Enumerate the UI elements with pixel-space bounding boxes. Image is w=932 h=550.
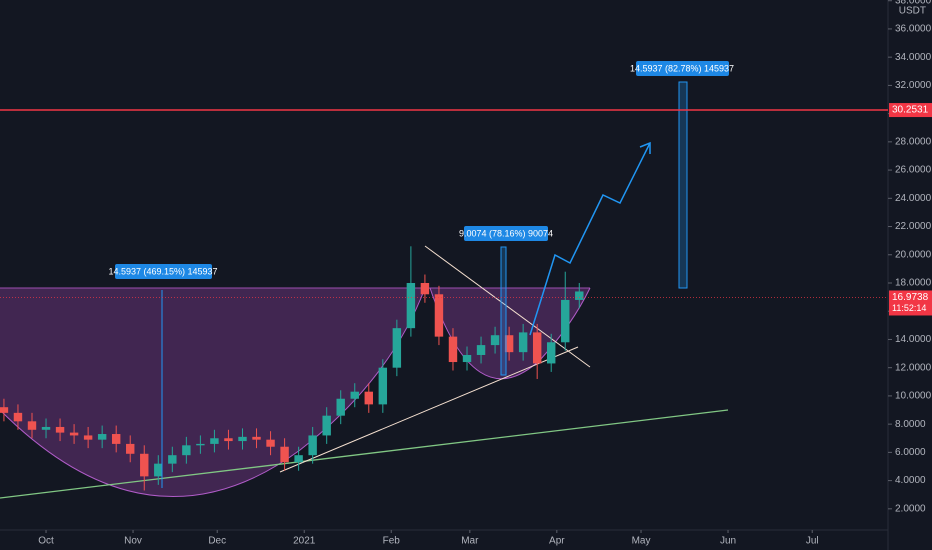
candle-body bbox=[238, 436, 247, 442]
x-tick-label: Mar bbox=[461, 536, 479, 547]
candle-body bbox=[308, 435, 317, 456]
y-tick-label: 18.0000 bbox=[895, 278, 932, 289]
support-line bbox=[0, 409, 729, 499]
x-tick-label: May bbox=[632, 536, 651, 547]
measure-label: 14.5937 (82.78%) 145937 bbox=[630, 63, 734, 73]
candle-body bbox=[294, 455, 303, 463]
label-box bbox=[115, 264, 212, 279]
candle-body bbox=[448, 336, 458, 363]
y-tick-label: 8.0000 bbox=[895, 419, 926, 430]
y-tick-label: 14.0000 bbox=[895, 334, 932, 345]
candle-body bbox=[336, 398, 345, 416]
candle-body bbox=[575, 291, 584, 300]
candle-body bbox=[504, 335, 514, 353]
arrow-head bbox=[639, 141, 651, 154]
candle-body bbox=[0, 407, 9, 413]
resistance-label: 30.2531 bbox=[892, 105, 929, 116]
y-tick-label: 6.0000 bbox=[895, 447, 926, 458]
y-tick-label: 32.0000 bbox=[895, 80, 932, 91]
y-tick-label: 4.0000 bbox=[895, 475, 926, 486]
candle-body bbox=[476, 345, 486, 355]
candle-body bbox=[111, 434, 121, 444]
measure-label: 9.0074 (78.16%) 90074 bbox=[459, 228, 553, 238]
measure-bar bbox=[500, 246, 507, 376]
candle-body bbox=[406, 282, 416, 329]
marks bbox=[0, 246, 584, 491]
x-tick-label: Jun bbox=[720, 536, 736, 547]
x-tick-label: Apr bbox=[549, 536, 565, 547]
candle-body bbox=[462, 354, 472, 363]
trend-line bbox=[279, 346, 579, 473]
candle-body bbox=[322, 415, 331, 436]
label-box bbox=[464, 226, 548, 241]
y-tick-label: 2.0000 bbox=[895, 503, 926, 514]
candle-body bbox=[210, 438, 219, 444]
y-tick-label: 38.0000 bbox=[895, 0, 932, 6]
candle-body bbox=[126, 443, 135, 454]
candle-body bbox=[518, 332, 528, 353]
x-tick-label: Jul bbox=[806, 536, 819, 547]
x-tick-label: Oct bbox=[38, 536, 54, 547]
label-box bbox=[636, 61, 729, 76]
y-tick-label: 34.0000 bbox=[895, 52, 932, 63]
candle-body bbox=[41, 426, 51, 430]
countdown: 11:52:14 bbox=[892, 303, 926, 313]
candle-body bbox=[561, 299, 570, 343]
trend-line bbox=[424, 245, 591, 368]
y-tick-label: 28.0000 bbox=[895, 136, 932, 147]
candle-body bbox=[420, 282, 430, 295]
candle-body bbox=[97, 434, 107, 440]
measure-label: 14.5937 (469.15%) 145937 bbox=[108, 266, 217, 276]
candle-body bbox=[266, 439, 275, 447]
candle-body bbox=[168, 455, 177, 464]
y-tick-label: 10.0000 bbox=[895, 391, 932, 402]
candle-body bbox=[224, 438, 233, 442]
candle-body bbox=[154, 463, 163, 477]
candle-body bbox=[27, 421, 37, 430]
projection-arrow bbox=[529, 142, 651, 336]
y-tick-label: 20.0000 bbox=[895, 249, 932, 260]
measure-bar bbox=[678, 81, 688, 289]
candle-body bbox=[434, 294, 444, 337]
x-tick-label: Nov bbox=[124, 536, 142, 547]
candle-body bbox=[69, 432, 79, 436]
candle-body bbox=[532, 332, 542, 364]
y-tick-label: 12.0000 bbox=[895, 362, 932, 373]
last-price-label: 16.9738 bbox=[892, 292, 929, 303]
cup-shade bbox=[0, 288, 425, 497]
unit-label: USDT bbox=[899, 6, 926, 17]
candle-body bbox=[378, 367, 388, 405]
candle-body bbox=[55, 426, 65, 433]
candle-body bbox=[13, 412, 23, 422]
price-box bbox=[889, 290, 932, 316]
candle-body bbox=[280, 446, 289, 463]
y-tick-label: 24.0000 bbox=[895, 193, 932, 204]
candle-body bbox=[350, 391, 359, 399]
candle-body bbox=[392, 328, 402, 368]
y-tick-label: 26.0000 bbox=[895, 165, 932, 176]
candle-body bbox=[182, 445, 191, 456]
y-tick-label: 22.0000 bbox=[895, 221, 932, 232]
candle-body bbox=[196, 443, 205, 446]
price-box bbox=[889, 103, 932, 118]
candle-body bbox=[140, 453, 149, 477]
candle-body bbox=[252, 436, 261, 440]
candle-body bbox=[83, 435, 93, 440]
candle-body bbox=[364, 391, 373, 405]
x-tick-label: Dec bbox=[208, 536, 226, 547]
candle-body bbox=[490, 335, 500, 346]
x-tick-label: Feb bbox=[383, 536, 401, 547]
candle-body bbox=[547, 342, 556, 364]
x-tick-label: 2021 bbox=[293, 536, 316, 547]
y-tick-label: 36.0000 bbox=[895, 24, 932, 35]
